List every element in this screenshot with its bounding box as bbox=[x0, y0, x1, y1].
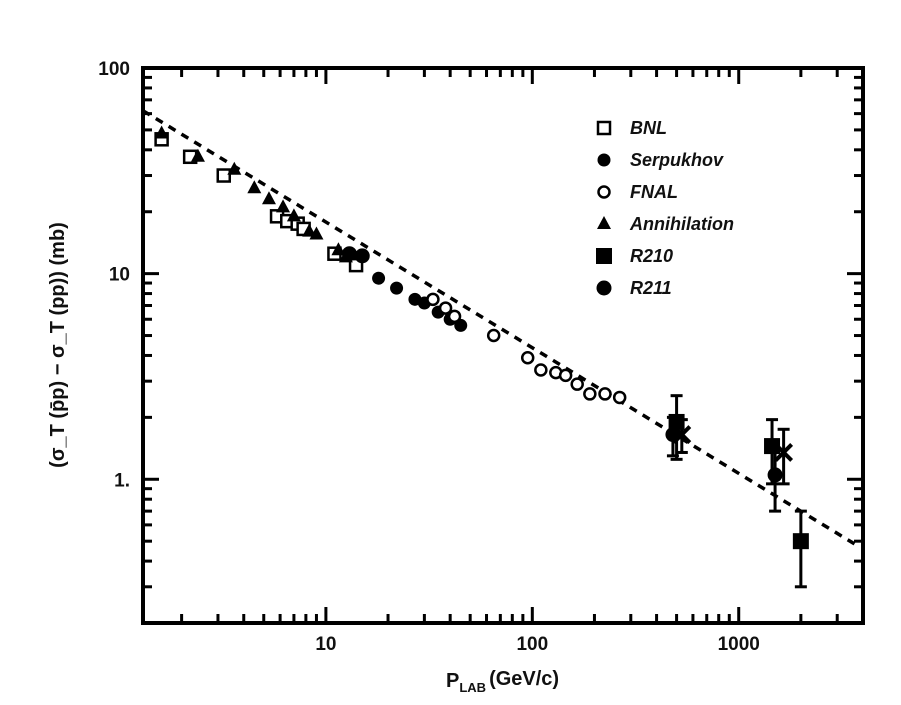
point-annihilation bbox=[276, 199, 291, 213]
point-annihilation bbox=[309, 226, 324, 240]
legend-marker-bnl bbox=[596, 120, 612, 136]
legend-label-r210: R210 bbox=[630, 246, 673, 266]
legend-marker-fnal bbox=[597, 185, 611, 199]
fit-line bbox=[142, 109, 857, 547]
legend-label-r211: R211 bbox=[630, 278, 672, 298]
point-fnal bbox=[486, 328, 501, 343]
point-r211 bbox=[354, 248, 370, 264]
point-fnal bbox=[570, 377, 584, 391]
x-tick-label: 1000 bbox=[718, 634, 760, 655]
axis-labels: 10 100 1000 100 10 1. PLAB (GeV/c) (σ_T (p̄p) − … bbox=[47, 59, 760, 695]
fit-line-layer bbox=[142, 109, 857, 547]
point-r211 bbox=[341, 246, 357, 262]
x-tick-label: 100 bbox=[516, 634, 548, 655]
point-fnal bbox=[520, 350, 535, 365]
y-axis-title: (σ_T (p̄p) − σ_T (pp)) (mb) bbox=[47, 222, 69, 468]
point-annihilation bbox=[302, 223, 317, 237]
point-serpukhov bbox=[390, 281, 404, 295]
y-tick-label: 1. bbox=[114, 470, 130, 491]
plot-frame bbox=[141, 66, 865, 625]
point-annihilation bbox=[261, 191, 276, 205]
x-axis-title-sub: LAB bbox=[459, 680, 486, 695]
point-fnal bbox=[583, 387, 597, 401]
point-annihilation bbox=[227, 161, 242, 175]
point-r210 bbox=[792, 533, 809, 550]
point-annihilation bbox=[286, 208, 301, 222]
point-fnal bbox=[438, 301, 453, 315]
point-annihilation bbox=[247, 180, 262, 194]
x-axis-title: PLAB (GeV/c) bbox=[446, 668, 559, 695]
point-fnal bbox=[612, 390, 627, 405]
legend-marker-serpukhov bbox=[597, 153, 611, 167]
legend-label-serpukhov: Serpukhov bbox=[630, 150, 724, 170]
legend-label-fnal: FNAL bbox=[630, 182, 678, 202]
legend-label-annihilation: Annihilation bbox=[629, 214, 734, 234]
point-annihilation bbox=[331, 242, 346, 256]
x-tick-label: 10 bbox=[315, 634, 336, 655]
legend-marker-annihilation bbox=[597, 216, 611, 229]
point-extra bbox=[672, 425, 692, 444]
point-bnl bbox=[216, 168, 232, 183]
point-layer bbox=[154, 125, 809, 589]
y-tick-label: 10 bbox=[109, 265, 130, 286]
y-tick-label: 100 bbox=[98, 59, 130, 80]
legend-marker-r210 bbox=[596, 248, 612, 264]
point-fnal bbox=[558, 368, 573, 383]
point-annihilation bbox=[190, 148, 205, 162]
tick-layer bbox=[143, 66, 865, 625]
x-axis-title-unit: (GeV/c) bbox=[489, 668, 559, 690]
legend: BNL Serpukhov FNAL Annihilation R210 R211 bbox=[596, 118, 734, 298]
point-extra bbox=[774, 443, 794, 462]
point-fnal bbox=[534, 363, 548, 377]
legend-label-bnl: BNL bbox=[630, 118, 667, 138]
point-fnal bbox=[598, 387, 612, 401]
point-serpukhov bbox=[372, 271, 386, 285]
x-axis-title-main: P bbox=[446, 670, 459, 692]
point-annihilation bbox=[154, 125, 169, 139]
point-fnal bbox=[426, 292, 440, 307]
legend-marker-r211 bbox=[596, 280, 612, 296]
point-fnal bbox=[447, 309, 462, 324]
point-r211 bbox=[767, 467, 783, 483]
